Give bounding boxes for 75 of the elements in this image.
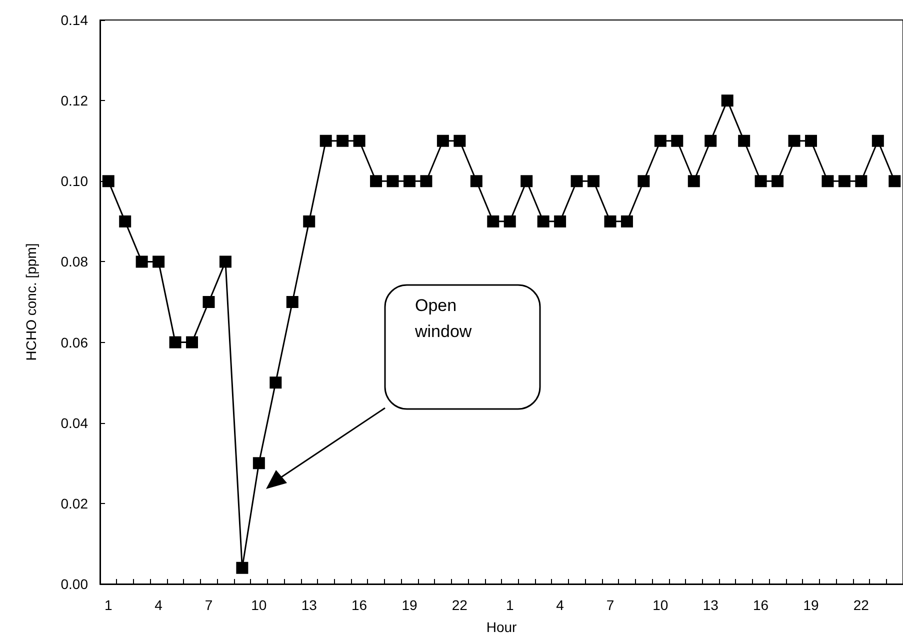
point <box>270 376 282 389</box>
y-tick-label: 0.14 <box>60 12 88 28</box>
point <box>219 256 232 268</box>
point <box>320 134 332 147</box>
point <box>554 215 566 228</box>
point <box>202 296 215 308</box>
x-tick-label: 22 <box>452 597 468 613</box>
x-tick-label: 13 <box>702 597 719 613</box>
point <box>386 175 399 188</box>
point <box>738 134 750 147</box>
point <box>102 175 114 188</box>
point <box>286 296 298 308</box>
point <box>638 175 650 188</box>
point <box>588 175 600 188</box>
point <box>688 175 700 188</box>
y-tick-label: 0.08 <box>60 254 88 270</box>
point <box>336 134 349 147</box>
point <box>487 215 500 228</box>
point <box>436 134 449 147</box>
point <box>721 94 734 107</box>
point <box>353 134 366 147</box>
point <box>754 175 767 188</box>
point <box>855 175 868 188</box>
point <box>838 175 850 188</box>
point <box>152 256 165 268</box>
point <box>370 175 382 188</box>
point <box>822 175 834 188</box>
point <box>169 336 182 348</box>
point <box>504 215 516 228</box>
x-tick-label: 19 <box>402 597 418 613</box>
annotation: Open window <box>415 295 472 343</box>
point <box>704 134 717 147</box>
y-tick-label: 0.04 <box>60 414 88 431</box>
y-tick-label: 0.02 <box>60 495 88 512</box>
point <box>654 134 666 147</box>
point <box>537 215 550 228</box>
y-tick-label: 0.10 <box>60 173 88 190</box>
x-tick-label: 16 <box>352 597 368 613</box>
x-tick-label: 7 <box>204 597 213 613</box>
point <box>888 175 901 188</box>
point <box>454 134 466 147</box>
y-tick-label: 0.06 <box>60 334 88 350</box>
point <box>403 175 416 188</box>
point <box>772 175 784 188</box>
point <box>420 175 432 188</box>
x-tick-label: 1 <box>506 597 514 613</box>
x-tick-label: 10 <box>251 597 267 613</box>
point <box>604 215 616 228</box>
point <box>872 134 884 147</box>
x-tick-label: 16 <box>753 597 769 613</box>
x-tick-label: 10 <box>652 597 668 613</box>
point <box>788 134 800 147</box>
point <box>520 175 533 188</box>
point <box>804 134 817 147</box>
point <box>303 215 316 228</box>
point <box>186 336 198 348</box>
x-tick-label: 1 <box>104 597 112 613</box>
point <box>252 457 265 470</box>
x-axis-title: Hour <box>486 619 518 635</box>
y-tick-label: 0.12 <box>60 92 88 109</box>
point <box>470 175 482 188</box>
point <box>136 256 148 268</box>
point <box>570 175 583 188</box>
x-tick-label: 19 <box>803 597 819 613</box>
y-axis-title: HCHO conc. [ppm] <box>23 243 39 361</box>
x-tick-label: 22 <box>853 597 870 613</box>
point <box>620 215 633 228</box>
x-tick-label: 7 <box>606 597 614 613</box>
point <box>671 134 684 147</box>
x-tick-label: 4 <box>556 597 564 613</box>
point <box>119 215 132 228</box>
y-tick-label: 0.00 <box>60 576 88 592</box>
x-tick-label: 4 <box>154 597 163 613</box>
x-tick-label: 13 <box>301 597 318 613</box>
point <box>236 562 248 574</box>
